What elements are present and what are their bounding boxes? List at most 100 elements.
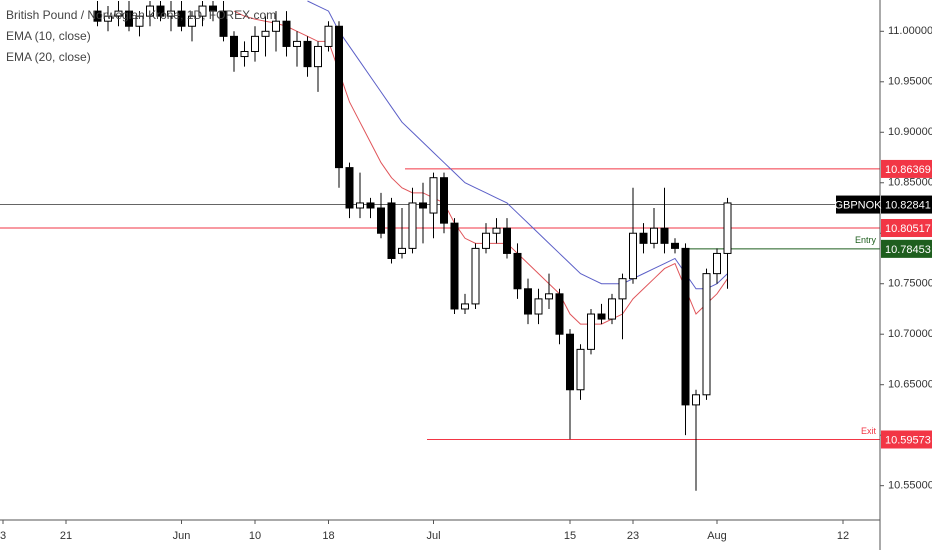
candle-body — [629, 232, 637, 280]
candle-body — [377, 207, 385, 234]
candle-body — [314, 45, 322, 68]
x-tick-label: Aug — [707, 530, 727, 542]
candle-body — [345, 167, 354, 209]
candle-body — [608, 298, 616, 320]
x-tick-label: Jun — [173, 530, 191, 542]
candle-body — [335, 25, 343, 169]
candle-body — [545, 293, 553, 300]
candle-body — [650, 227, 658, 244]
candle-body — [450, 222, 459, 310]
candle-body — [198, 5, 207, 17]
candle-body — [566, 333, 574, 391]
candle-body — [419, 202, 427, 209]
candle-body — [282, 20, 291, 47]
x-tick-label: 23 — [627, 530, 639, 542]
candle-body — [702, 273, 711, 396]
ema-line — [307, 0, 728, 290]
candle-body — [524, 288, 532, 315]
candle-body — [597, 313, 606, 320]
candle-body — [188, 15, 196, 27]
price-tag-label: 10.78453 — [885, 244, 931, 256]
legend-entry: EMA (10, close) — [6, 29, 91, 43]
candle-body — [261, 30, 270, 37]
candle-body — [587, 313, 595, 350]
legend: British Pound / Norwegian Krone, 1D, FOR… — [6, 8, 276, 64]
candle-body — [398, 247, 406, 254]
candle-body — [324, 25, 333, 47]
candle-body — [618, 278, 627, 300]
candle-body — [408, 202, 417, 249]
candle-body — [461, 303, 469, 310]
price-tag-label: 10.86369 — [885, 164, 931, 176]
candle-body — [492, 227, 501, 234]
price-tag — [881, 430, 932, 449]
candle-body — [387, 202, 396, 259]
candle-body — [125, 10, 133, 27]
candle-body — [114, 10, 123, 17]
y-tick-label: 11.00000 — [888, 25, 932, 37]
price-tag — [881, 159, 932, 178]
candle-body — [429, 177, 438, 214]
candle-body — [681, 247, 690, 406]
y-tick-label: 10.90000 — [888, 126, 932, 138]
candle-body — [293, 40, 301, 47]
candle-body — [209, 5, 217, 12]
candle-body — [167, 10, 175, 17]
candle-body — [723, 202, 732, 254]
price-tag — [881, 219, 932, 238]
candle-body — [366, 202, 375, 209]
candle-body — [482, 232, 490, 249]
candle-body — [104, 15, 112, 22]
candle-body — [440, 177, 448, 224]
candle-body — [513, 252, 522, 290]
x-tick-label: 15 — [564, 530, 576, 542]
price-tag-label: 10.59573 — [885, 434, 931, 446]
candle-body — [660, 227, 669, 244]
candle-body — [177, 10, 186, 27]
x-tick-label: Jul — [426, 530, 440, 542]
x-tick-label: 3 — [0, 530, 6, 542]
x-tick-label: 10 — [249, 530, 261, 542]
candle-body — [146, 5, 154, 17]
candle-body — [471, 247, 480, 305]
y-tick-label: 10.65000 — [888, 379, 932, 391]
level-label: Exit — [861, 426, 877, 436]
candle-body — [639, 232, 648, 244]
level-label: Entry — [855, 235, 877, 245]
ema-line — [233, 10, 728, 325]
price-tag — [881, 239, 932, 258]
plot-area: Entry Exit — [0, 0, 880, 491]
y-tick-label: 10.95000 — [888, 76, 932, 88]
legend-entry: EMA (20, close) — [6, 50, 91, 64]
candle-body — [713, 252, 721, 275]
chart-title: British Pound / Norwegian Krone, 1D, FOR… — [6, 8, 276, 22]
axis-labels: 11.0000010.9500010.9000010.8500010.80000… — [0, 25, 932, 542]
candle-body — [230, 35, 238, 58]
candle-body — [356, 202, 364, 209]
candle-body — [503, 227, 511, 254]
price-tag — [881, 195, 932, 214]
candle-body — [272, 20, 280, 32]
x-tick-label: 12 — [837, 530, 849, 542]
candle-body — [555, 293, 564, 335]
symbol-tag — [836, 195, 880, 214]
candle-body — [303, 40, 312, 68]
candle-body — [251, 35, 259, 52]
price-tag-label: 10.82841 — [885, 199, 931, 211]
candle-body — [671, 242, 679, 249]
candle-body — [692, 394, 700, 406]
candle-body — [156, 5, 165, 17]
price-tag-label: 10.80517 — [885, 223, 931, 235]
y-tick-label: 10.85000 — [888, 177, 932, 189]
x-tick-label: 21 — [60, 530, 72, 542]
candle-body — [576, 348, 585, 391]
candle-body — [534, 298, 543, 315]
x-tick-label: 18 — [322, 530, 334, 542]
candle-body — [219, 10, 228, 37]
symbol-tag-label: GBPNOK — [834, 199, 882, 211]
candle-body — [93, 10, 102, 22]
candle-body — [240, 50, 249, 58]
candle-body — [135, 15, 144, 27]
y-tick-label: 10.75000 — [888, 278, 932, 290]
